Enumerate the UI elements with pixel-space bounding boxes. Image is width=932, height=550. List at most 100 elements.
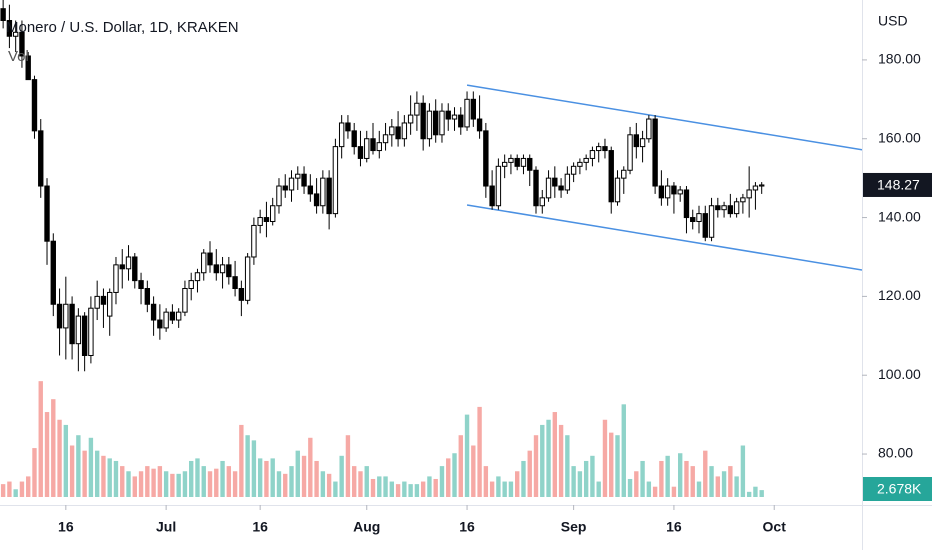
volume-bar — [452, 453, 457, 497]
candle-body — [633, 134, 640, 148]
candle-body — [727, 205, 734, 215]
volume-bar — [646, 481, 652, 497]
candle-body — [282, 185, 288, 191]
volume-bar — [577, 471, 583, 497]
volume-bar — [145, 466, 150, 497]
plot-area — [0, 0, 862, 497]
volume-bar — [652, 486, 658, 497]
candle-body — [345, 122, 351, 132]
candle-body — [182, 288, 188, 313]
candle-body — [175, 311, 182, 321]
x-tick-label: Aug — [353, 519, 380, 535]
volume-bar — [82, 450, 87, 497]
volume-bar — [276, 471, 282, 497]
candle-body — [621, 169, 627, 179]
candle-body — [721, 205, 727, 211]
candle-body — [577, 161, 583, 167]
candle-body — [326, 177, 332, 215]
volume-bar — [226, 466, 232, 497]
candle-body — [715, 205, 721, 211]
candle-body — [307, 185, 314, 195]
volume-bar — [508, 481, 514, 497]
candle-body — [458, 114, 464, 128]
volume-bar — [170, 473, 175, 497]
x-tick-label: Jul — [156, 519, 176, 535]
candle-body — [226, 264, 232, 278]
volume-bar — [709, 466, 714, 497]
candle-body — [19, 31, 25, 57]
volume-bar — [358, 471, 363, 497]
candle-body — [94, 295, 100, 309]
candle-body — [56, 303, 63, 329]
volume-bar — [596, 481, 601, 497]
volume-bar — [345, 435, 351, 497]
volume-bar — [176, 473, 181, 497]
volume-bar — [471, 445, 476, 497]
volume-bar — [76, 435, 81, 497]
volume-bar — [703, 450, 708, 497]
x-tick-label: Oct — [763, 519, 787, 535]
volume-bar — [88, 437, 94, 497]
candle-body — [169, 311, 176, 321]
candle-body — [63, 303, 69, 329]
candle-body — [696, 213, 702, 223]
volume-bar — [477, 406, 482, 497]
volume-bar — [301, 455, 307, 497]
candle-body — [389, 126, 395, 136]
volume-bar — [571, 466, 576, 497]
volume-bar — [395, 484, 401, 497]
candle-body — [702, 213, 708, 238]
volume-bar — [214, 468, 219, 497]
volume-bar — [408, 484, 413, 497]
candle-body — [439, 110, 445, 136]
volume-bar — [602, 419, 608, 497]
volume-bar — [521, 460, 526, 497]
candle-body — [759, 184, 765, 187]
volume-bar — [753, 486, 758, 497]
volume-bar — [540, 424, 545, 497]
volume-bar — [684, 460, 689, 497]
volume-bar — [464, 414, 470, 497]
volume-bar — [13, 489, 18, 497]
volume-bar — [665, 455, 670, 497]
volume-bar — [458, 435, 463, 497]
candle-body — [132, 256, 138, 282]
candle-body — [364, 138, 370, 159]
candle-body — [351, 130, 357, 148]
candle-body — [733, 201, 740, 215]
volume-bar — [446, 458, 451, 497]
candle-body — [100, 295, 107, 305]
candle-body — [445, 110, 451, 120]
candle-body — [564, 173, 571, 191]
volume-bar — [402, 481, 407, 497]
last-price-label: 148.27 — [877, 177, 920, 193]
volume-bar — [634, 471, 639, 497]
volume-bar — [502, 481, 507, 497]
volume-bar — [734, 476, 739, 497]
candle-body — [188, 280, 194, 290]
volume-bar — [515, 471, 520, 497]
volume-bar — [690, 466, 695, 497]
x-tick-label: 16 — [666, 519, 682, 535]
candle-body — [81, 315, 88, 357]
axes: USD 180.00 160.00 140.00 120.00 100.00 80.00 1… — [58, 13, 921, 535]
candle-body — [219, 264, 226, 274]
candle-body — [602, 146, 608, 152]
volume-bar — [120, 466, 125, 497]
y-tick-label: 120.00 — [878, 287, 921, 303]
candle-body — [276, 185, 282, 207]
volume-bar — [671, 486, 677, 497]
candle-body — [6, 19, 13, 37]
volume-bar — [264, 460, 269, 497]
candle-body — [545, 177, 552, 199]
volume-bar — [389, 481, 395, 497]
last-volume-label: 2.678K — [877, 481, 922, 497]
candle-body — [646, 118, 652, 140]
volume-bar — [533, 435, 539, 497]
volume-bar — [326, 473, 332, 497]
candle-body — [295, 173, 301, 179]
volume-bar — [32, 448, 37, 497]
volume-bar — [57, 419, 62, 497]
volume-bar — [257, 458, 263, 497]
candle-body — [476, 118, 483, 132]
